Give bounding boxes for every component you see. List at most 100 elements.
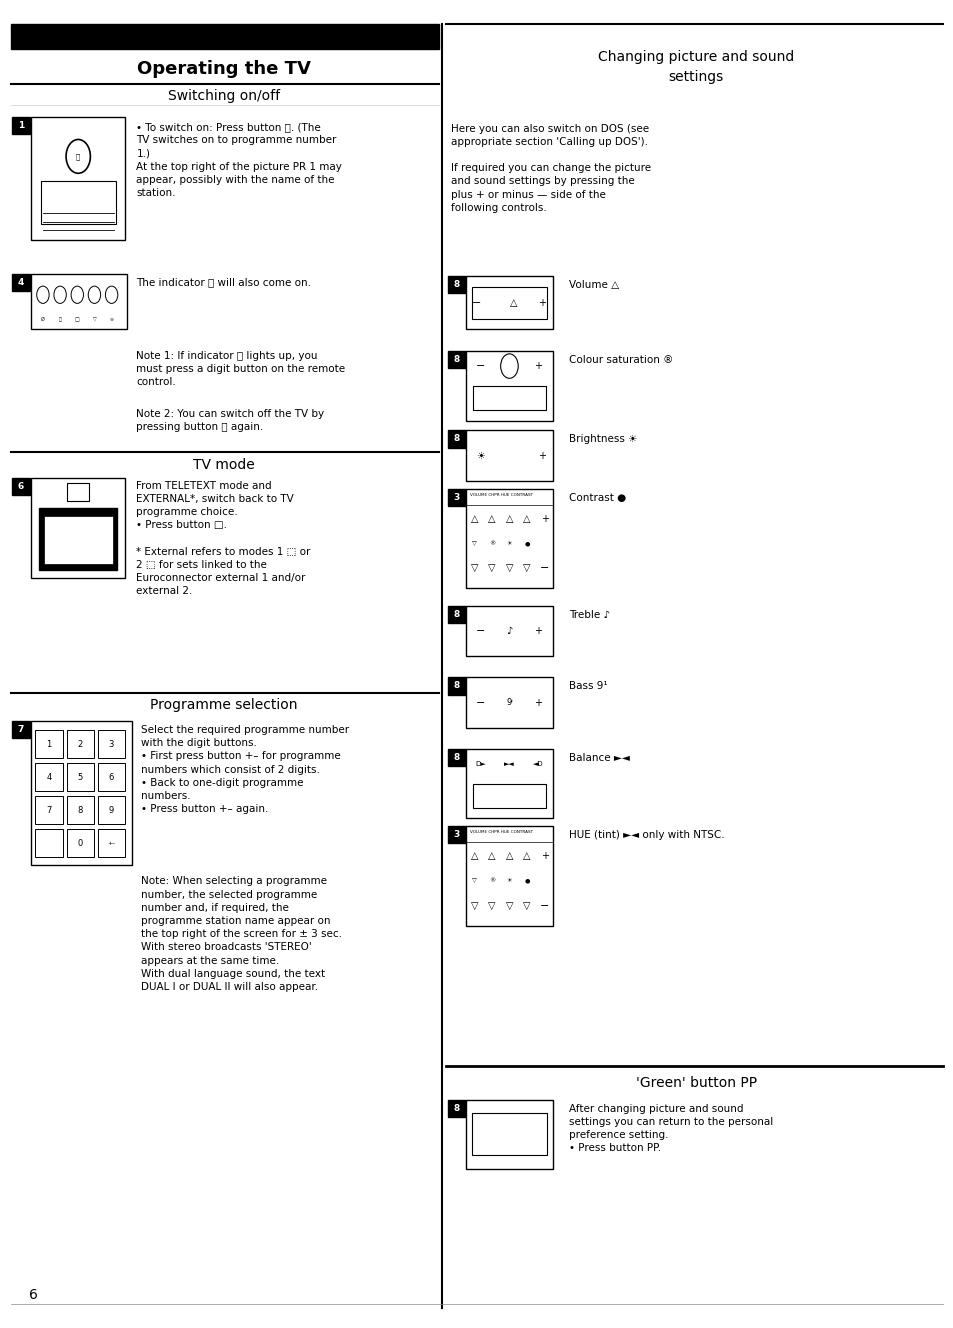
Text: From TELETEXT mode and
EXTERNAL*, switch back to TV
programme choice.
• Press bu: From TELETEXT mode and EXTERNAL*, switch…	[136, 481, 311, 596]
Bar	[31, 478, 125, 578]
Text: △: △	[488, 514, 496, 523]
Bar	[465, 606, 553, 656]
Text: ☀: ☀	[506, 878, 512, 883]
Text: 4: 4	[47, 773, 51, 782]
Bar	[67, 829, 93, 858]
Text: 1: 1	[18, 121, 24, 130]
Bar	[472, 386, 546, 410]
Text: 8: 8	[454, 434, 459, 444]
Bar	[448, 677, 465, 695]
Text: △: △	[470, 851, 477, 861]
Bar	[465, 276, 553, 329]
Text: △: △	[505, 514, 513, 523]
Text: 8: 8	[77, 806, 83, 814]
Text: 8: 8	[454, 753, 459, 762]
Text: 3: 3	[454, 830, 459, 839]
Bar	[12, 478, 30, 495]
Bar	[448, 489, 465, 506]
Text: 'Green' button PP: 'Green' button PP	[636, 1076, 756, 1090]
Text: △: △	[505, 851, 513, 861]
Text: Note 1: If indicator ⏻ lights up, you
must press a digit button on the remote
co: Note 1: If indicator ⏻ lights up, you mu…	[136, 351, 345, 386]
Text: ▽: ▽	[522, 900, 530, 911]
Text: Switching on/off: Switching on/off	[168, 89, 280, 102]
Text: Note 2: You can switch off the TV by
pressing button ⓘ again.: Note 2: You can switch off the TV by pre…	[136, 409, 324, 432]
Text: −: −	[539, 563, 549, 574]
Text: △: △	[522, 514, 530, 523]
Text: Balance ►◄: Balance ►◄	[568, 753, 629, 764]
Text: Colour saturation ®: Colour saturation ®	[568, 355, 672, 365]
Text: 8: 8	[454, 280, 459, 290]
Text: Treble ♪: Treble ♪	[568, 610, 609, 620]
Bar	[97, 829, 125, 858]
Text: ▽: ▽	[505, 900, 513, 911]
Text: ▽: ▽	[505, 563, 513, 574]
Text: Select the required programme number
with the digit buttons.
• First press butto: Select the required programme number wit…	[141, 725, 349, 814]
Text: Brightness ☀︎: Brightness ☀︎	[568, 434, 637, 445]
Text: 3: 3	[109, 740, 113, 749]
Text: TV mode: TV mode	[193, 458, 254, 471]
Bar	[97, 795, 125, 825]
Text: 3: 3	[454, 493, 459, 502]
Text: 1: 1	[47, 740, 51, 749]
Text: 2: 2	[77, 740, 83, 749]
Bar	[448, 351, 465, 368]
Bar	[472, 784, 546, 807]
Text: ▽: ▽	[472, 540, 476, 546]
Text: 5: 5	[77, 773, 83, 782]
Text: □: □	[75, 317, 79, 323]
Text: The indicator ⓘ will also come on.: The indicator ⓘ will also come on.	[136, 278, 311, 288]
Text: HUE (tint) ►◄ only with NTSC.: HUE (tint) ►◄ only with NTSC.	[568, 830, 723, 841]
Bar	[465, 430, 553, 481]
Text: ®: ®	[488, 540, 495, 546]
Text: Note: When selecting a programme
number, the selected programme
number and, if r: Note: When selecting a programme number,…	[141, 876, 342, 992]
Bar	[31, 117, 125, 240]
Bar	[465, 826, 553, 926]
Text: 7: 7	[47, 806, 51, 814]
Text: ▽: ▽	[470, 900, 477, 911]
Text: +: +	[540, 514, 548, 523]
Text: −: −	[472, 297, 481, 308]
Text: 6: 6	[29, 1288, 37, 1301]
Text: ►◄: ►◄	[503, 761, 515, 768]
Text: +: +	[534, 361, 542, 371]
Text: Bass 9¹: Bass 9¹	[568, 681, 606, 692]
Text: ▽: ▽	[488, 563, 496, 574]
Text: ♪: ♪	[506, 625, 512, 636]
Text: Operating the TV: Operating the TV	[137, 60, 311, 78]
Text: ∞: ∞	[110, 317, 113, 323]
Text: Here you can also switch on DOS (see
appropriate section 'Calling up DOS').

If : Here you can also switch on DOS (see app…	[451, 124, 651, 212]
Text: • To switch on: Press button ⓘ. (The
TV switches on to programme number
1.)
At t: • To switch on: Press button ⓘ. (The TV …	[136, 122, 342, 198]
Text: ◄D: ◄D	[533, 761, 543, 768]
Bar	[448, 276, 465, 293]
Text: −: −	[476, 697, 485, 708]
Bar	[448, 749, 465, 766]
Text: ▽: ▽	[488, 900, 496, 911]
Bar	[448, 606, 465, 623]
Text: −: −	[476, 361, 485, 371]
Text: ⓘ: ⓘ	[58, 317, 62, 323]
Text: Changing picture and sound
settings: Changing picture and sound settings	[598, 50, 794, 84]
Bar	[465, 677, 553, 728]
Bar	[35, 829, 63, 858]
Text: Programme selection: Programme selection	[151, 699, 297, 712]
Bar	[39, 507, 117, 570]
Bar	[465, 351, 553, 421]
Text: ▽: ▽	[92, 317, 96, 323]
Text: Ø: Ø	[41, 317, 45, 323]
Text: ®: ®	[488, 878, 495, 883]
Bar	[67, 729, 93, 758]
Text: Volume △: Volume △	[568, 280, 618, 291]
Bar	[35, 762, 63, 791]
Text: +: +	[534, 697, 542, 708]
Text: D►: D►	[475, 761, 485, 768]
Text: 9: 9	[109, 806, 113, 814]
Bar	[11, 24, 438, 49]
Text: △: △	[488, 851, 496, 861]
Text: +: +	[540, 851, 548, 861]
Text: ☀: ☀	[476, 450, 484, 461]
Text: +: +	[537, 450, 545, 461]
Text: +–: +–	[107, 841, 115, 846]
Bar	[465, 489, 553, 588]
Text: 8: 8	[454, 1104, 459, 1113]
Bar	[471, 287, 547, 319]
